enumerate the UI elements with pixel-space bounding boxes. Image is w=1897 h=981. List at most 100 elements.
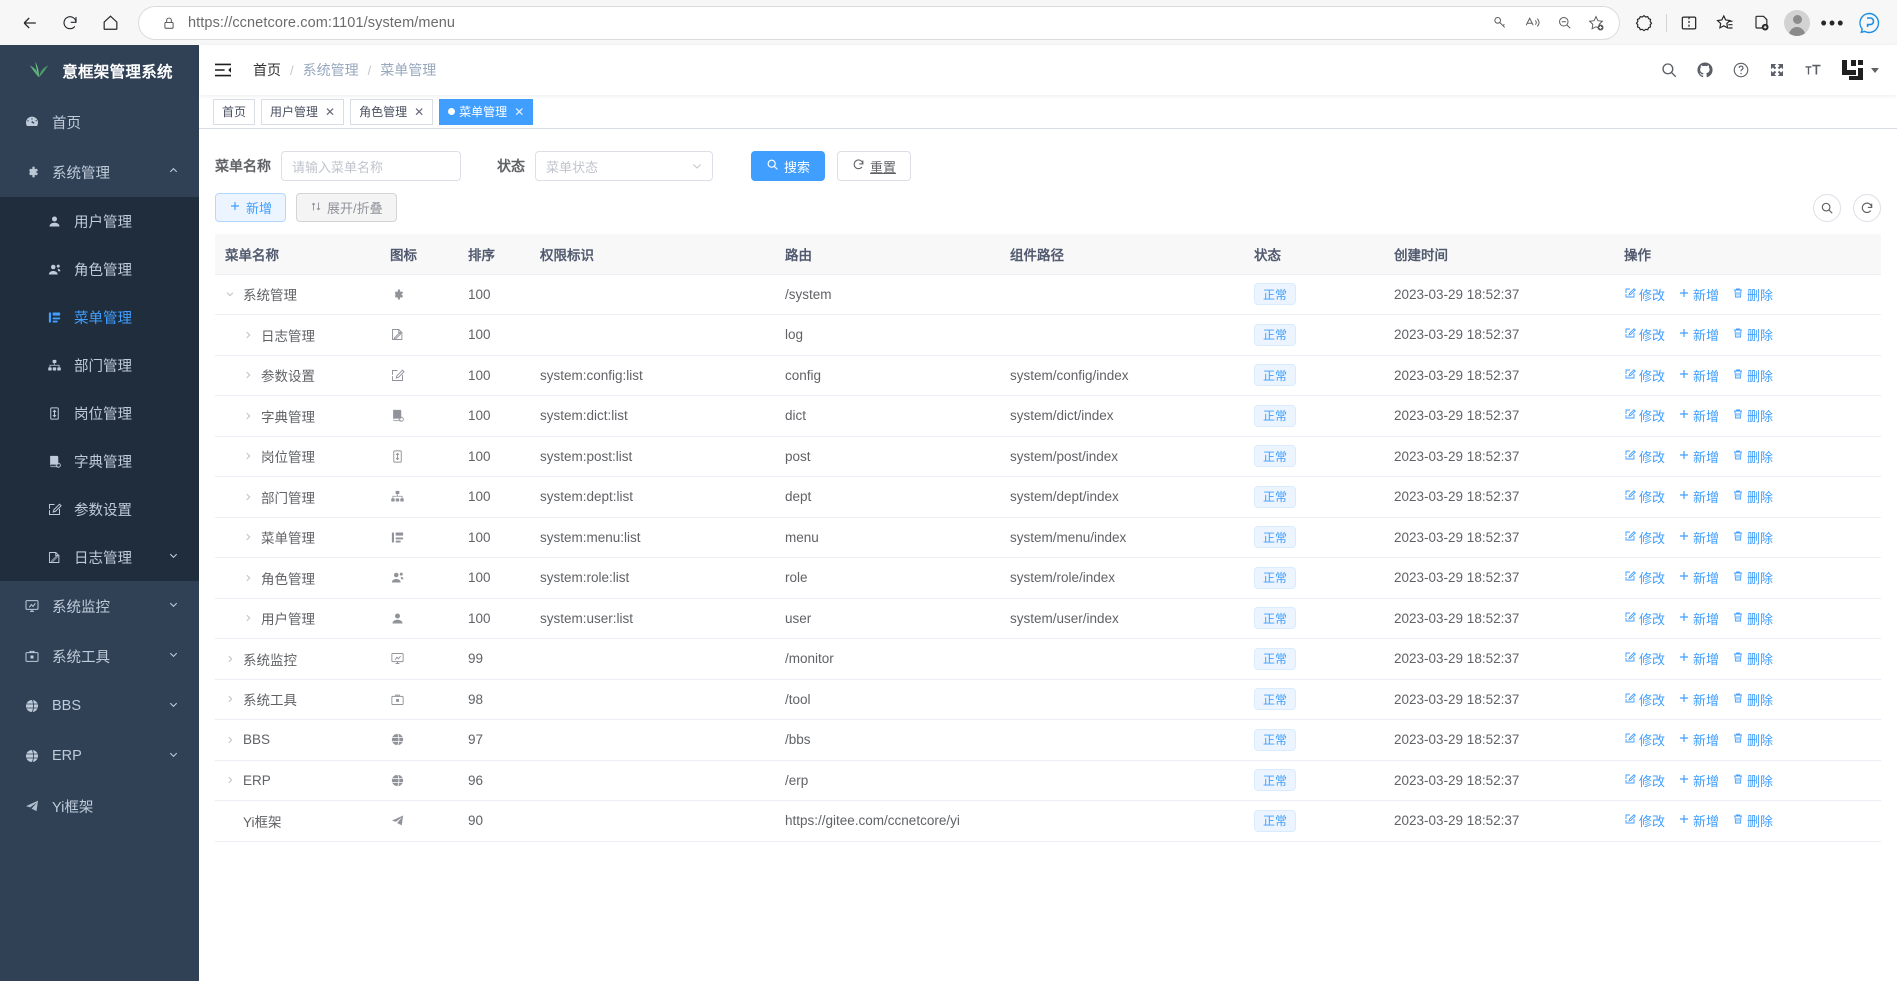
breadcrumb-item-system[interactable]: 系统管理: [302, 62, 359, 78]
reload-icon[interactable]: [50, 5, 90, 41]
home-icon[interactable]: [90, 5, 130, 41]
refresh-button[interactable]: [1853, 193, 1881, 222]
row-expander-icon[interactable]: [243, 330, 261, 340]
add-action[interactable]: 新增: [1678, 649, 1719, 668]
edit-action[interactable]: 修改: [1624, 528, 1665, 547]
sidebar-item-menu-mgmt[interactable]: 菜单管理: [0, 293, 199, 341]
delete-action[interactable]: 删除: [1732, 568, 1773, 587]
delete-action[interactable]: 删除: [1732, 649, 1773, 668]
font-size-icon[interactable]: [1803, 60, 1823, 80]
read-aloud-icon[interactable]: [1516, 8, 1548, 38]
table-row[interactable]: 系统工具 98/tool 正常 2023-03-29 18:52:37 修改 新增 删除: [215, 679, 1881, 720]
sidebar-item-log-mgmt[interactable]: 日志管理: [0, 533, 199, 581]
delete-action[interactable]: 删除: [1732, 528, 1773, 547]
reset-button[interactable]: 重置: [837, 151, 912, 181]
edit-action[interactable]: 修改: [1624, 366, 1665, 385]
sidebar-item-bbs[interactable]: BBS: [0, 681, 199, 731]
edit-action[interactable]: 修改: [1624, 730, 1665, 749]
key-icon[interactable]: [1484, 8, 1516, 38]
table-row[interactable]: 岗位管理 100 system:post:list post system/post/i…: [215, 436, 1881, 477]
add-button[interactable]: 新增: [215, 193, 287, 222]
avatar[interactable]: [1839, 56, 1879, 84]
row-expander-icon[interactable]: [225, 289, 243, 299]
sidebar-item-role-mgmt[interactable]: 角色管理: [0, 245, 199, 293]
table-row[interactable]: 字典管理 100 system:dict:list dict system/dict/i…: [215, 395, 1881, 437]
sidebar-item-monitor[interactable]: 系统监控: [0, 581, 199, 631]
add-favorite-icon[interactable]: [1580, 8, 1612, 38]
row-expander-icon[interactable]: [225, 654, 243, 664]
delete-action[interactable]: 删除: [1732, 325, 1773, 344]
close-icon[interactable]: ✕: [414, 104, 425, 119]
row-expander-icon[interactable]: [243, 573, 261, 583]
table-row[interactable]: 系统管理 100/system 正常 2023-03-29 18:52:37 修改 新增 删…: [215, 274, 1881, 315]
table-row[interactable]: 角色管理 100 system:role:list role system/role/i…: [215, 557, 1881, 599]
edit-action[interactable]: 修改: [1624, 487, 1665, 506]
fullscreen-icon[interactable]: [1767, 60, 1787, 80]
favorites-icon[interactable]: [1707, 5, 1743, 41]
table-row[interactable]: 用户管理 100 system:user:list user system/user/i…: [215, 598, 1881, 639]
search-toggle-button[interactable]: [1813, 193, 1841, 222]
edit-action[interactable]: 修改: [1624, 690, 1665, 709]
tab-home[interactable]: 首页: [213, 98, 256, 125]
sidebar-logo[interactable]: 意框架管理系统: [0, 45, 199, 97]
settings-more-icon[interactable]: •••: [1820, 12, 1846, 33]
row-expander-icon[interactable]: [225, 735, 243, 745]
add-action[interactable]: 新增: [1678, 771, 1719, 790]
table-row[interactable]: 菜单管理 100 system:menu:list menu system/menu/i…: [215, 517, 1881, 558]
edit-action[interactable]: 修改: [1624, 609, 1665, 628]
add-action[interactable]: 新增: [1678, 568, 1719, 587]
delete-action[interactable]: 删除: [1732, 366, 1773, 385]
status-select[interactable]: 菜单状态: [535, 151, 713, 181]
extensions-icon[interactable]: [1626, 5, 1662, 41]
sidebar-item-erp[interactable]: ERP: [0, 731, 199, 781]
sidebar-item-system[interactable]: 系统管理: [0, 147, 199, 197]
row-expander-icon[interactable]: [243, 532, 261, 542]
copilot-icon[interactable]: [1851, 5, 1887, 41]
sidebar-item-post-mgmt[interactable]: 岗位管理: [0, 389, 199, 437]
add-action[interactable]: 新增: [1678, 406, 1719, 425]
row-expander-icon[interactable]: [243, 411, 261, 421]
add-action[interactable]: 新增: [1678, 447, 1719, 466]
hamburger-icon[interactable]: [213, 62, 239, 78]
delete-action[interactable]: 删除: [1732, 447, 1773, 466]
edit-action[interactable]: 修改: [1624, 649, 1665, 668]
edit-action[interactable]: 修改: [1624, 285, 1665, 304]
add-action[interactable]: 新增: [1678, 366, 1719, 385]
breadcrumb-item-home[interactable]: 首页: [253, 62, 281, 78]
edit-action[interactable]: 修改: [1624, 811, 1665, 830]
add-action[interactable]: 新增: [1678, 285, 1719, 304]
delete-action[interactable]: 删除: [1732, 730, 1773, 749]
edit-action[interactable]: 修改: [1624, 771, 1665, 790]
add-action[interactable]: 新增: [1678, 528, 1719, 547]
add-action[interactable]: 新增: [1678, 609, 1719, 628]
row-expander-icon[interactable]: [225, 775, 243, 785]
sidebar-item-yi-framework[interactable]: Yi框架: [0, 781, 199, 831]
table-row[interactable]: Yi框架 90 https://gitee.com/ccnetcore/yi 正常 20…: [215, 800, 1881, 842]
table-row[interactable]: 日志管理 100 log 正常 2023-03-29 18:52:37 修改 新增 删除: [215, 314, 1881, 356]
search-button[interactable]: 搜索: [751, 151, 826, 181]
sidebar-item-config-settings[interactable]: 参数设置: [0, 485, 199, 533]
sidebar-item-user-mgmt[interactable]: 用户管理: [0, 197, 199, 245]
menu-name-input[interactable]: 请输入菜单名称: [281, 151, 461, 181]
search-icon[interactable]: [1659, 60, 1679, 80]
delete-action[interactable]: 删除: [1732, 609, 1773, 628]
profile-avatar-icon[interactable]: [1779, 5, 1815, 41]
sidebar-item-dept-mgmt[interactable]: 部门管理: [0, 341, 199, 389]
row-expander-icon[interactable]: [243, 613, 261, 623]
add-action[interactable]: 新增: [1678, 730, 1719, 749]
edit-action[interactable]: 修改: [1624, 447, 1665, 466]
tab-role-mgmt[interactable]: 角色管理 ✕: [350, 98, 434, 125]
delete-action[interactable]: 删除: [1732, 811, 1773, 830]
add-action[interactable]: 新增: [1678, 690, 1719, 709]
tab-menu-mgmt[interactable]: 菜单管理 ✕: [439, 98, 534, 125]
delete-action[interactable]: 删除: [1732, 487, 1773, 506]
sidebar-item-dict-mgmt[interactable]: 字典管理: [0, 437, 199, 485]
collections-icon[interactable]: [1743, 5, 1779, 41]
delete-action[interactable]: 删除: [1732, 690, 1773, 709]
expand-collapse-button[interactable]: 展开/折叠: [296, 193, 397, 222]
split-screen-icon[interactable]: [1671, 5, 1707, 41]
table-row[interactable]: 参数设置 100 system:config:list config system/co…: [215, 355, 1881, 396]
tab-user-mgmt[interactable]: 用户管理 ✕: [261, 98, 345, 125]
delete-action[interactable]: 删除: [1732, 285, 1773, 304]
table-row[interactable]: ERP 96/erp 正常 2023-03-29 18:52:37 修改 新增 删除: [215, 760, 1881, 801]
